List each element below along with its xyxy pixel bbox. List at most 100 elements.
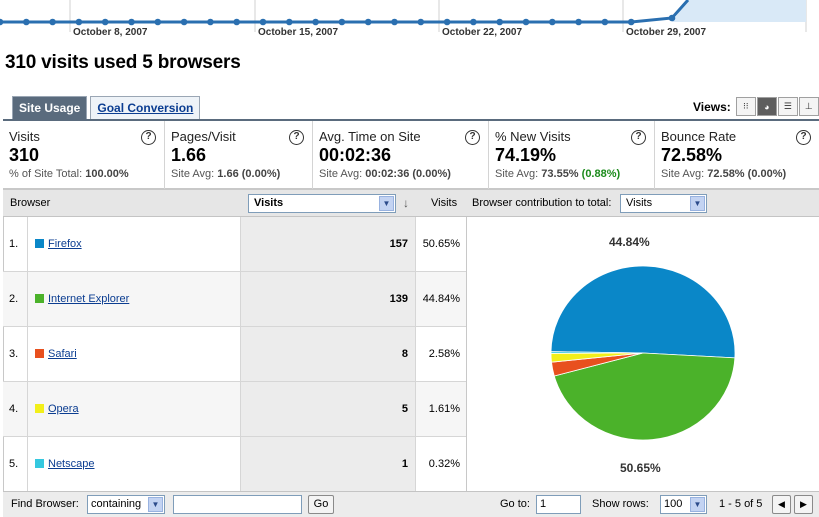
browser-link[interactable]: Firefox xyxy=(48,238,82,250)
go-button[interactable]: Go xyxy=(308,495,334,514)
metric-avg-time: Avg. Time on Site 00:02:36 Site Avg: 00:… xyxy=(313,121,489,189)
sparkline-point xyxy=(286,18,293,26)
sparkline-point xyxy=(470,18,477,26)
tab-goal-conversion[interactable]: Goal Conversion xyxy=(90,96,201,120)
row-browser: Safari xyxy=(28,327,241,381)
browser-link[interactable]: Internet Explorer xyxy=(48,293,130,305)
prev-page-icon[interactable]: ◀ xyxy=(772,495,791,514)
date-label-4: October 29, 2007 xyxy=(626,27,706,38)
contribution-label: Browser contribution to total: xyxy=(472,197,612,209)
table-view-icon[interactable]: ⁝⁝ xyxy=(735,97,756,116)
pie-slice-internet-explorer[interactable] xyxy=(553,352,736,441)
sparkline-point xyxy=(601,18,609,26)
browser-link[interactable]: Opera xyxy=(48,403,79,415)
metric-sub: Site Avg: 00:02:36 (0.00%) xyxy=(319,168,451,180)
row-visits: 8 xyxy=(241,327,416,381)
report-tabs: Site Usage Goal Conversion xyxy=(12,96,203,120)
table-row: 3. Safari 8 2.58% xyxy=(3,327,466,382)
sparkline-point xyxy=(101,18,109,26)
metric-title: % New Visits xyxy=(495,129,571,144)
legend-swatch xyxy=(35,349,44,358)
legend-swatch xyxy=(35,239,44,248)
metric-title: Bounce Rate xyxy=(661,129,737,144)
row-visits: 1 xyxy=(241,437,416,491)
browser-link[interactable]: Netscape xyxy=(48,458,95,470)
column-header-visits[interactable]: Visits xyxy=(431,197,458,209)
sparkline-point xyxy=(207,18,214,26)
metric-bounce-rate: Bounce Rate 72.58% Site Avg: 72.58% (0.0… xyxy=(655,121,819,189)
row-browser: Internet Explorer xyxy=(28,272,241,326)
metric-sub: Site Avg: 73.55% (0.88%) xyxy=(495,168,621,180)
find-input[interactable] xyxy=(173,495,302,514)
metric-pages-per-visit: Pages/Visit 1.66 Site Avg: 1.66 (0.00%) … xyxy=(165,121,313,189)
row-percent: 1.61% xyxy=(416,382,466,436)
sparkline-point xyxy=(259,18,267,26)
pie-svg xyxy=(550,265,736,441)
chevron-down-icon: ▼ xyxy=(690,497,705,512)
chevron-down-icon: ▼ xyxy=(379,196,394,211)
legend-swatch xyxy=(35,294,44,303)
page-title: 310 visits used 5 browsers xyxy=(5,52,241,73)
sort-descending-icon[interactable]: ↓ xyxy=(403,196,409,210)
metric-sub: Site Avg: 1.66 (0.00%) xyxy=(171,168,281,180)
date-label-2: October 15, 2007 xyxy=(258,27,338,38)
metric-sub: % of Site Total: 100.00% xyxy=(9,168,129,180)
bar-view-icon[interactable]: ☰ xyxy=(777,97,798,116)
tab-divider xyxy=(3,119,819,121)
sparkline-line xyxy=(0,0,690,24)
browser-link[interactable]: Safari xyxy=(48,348,77,360)
contribution-pie-chart: 44.84% 50.65% xyxy=(466,217,819,491)
find-mode-select[interactable]: containing ▼ xyxy=(87,495,165,514)
tab-site-usage[interactable]: Site Usage xyxy=(12,96,88,120)
show-rows-label: Show rows: xyxy=(592,498,649,510)
metric-select[interactable]: Visits ▼ xyxy=(248,194,396,213)
metric-value: 310 xyxy=(9,145,40,165)
help-icon[interactable]: ? xyxy=(289,130,304,145)
legend-swatch xyxy=(35,459,44,468)
help-icon[interactable]: ? xyxy=(631,130,646,145)
sparkline-point xyxy=(443,18,451,26)
views-label: Views: xyxy=(693,99,731,114)
show-rows-select[interactable]: 100 ▼ xyxy=(660,495,707,514)
row-percent: 50.65% xyxy=(422,238,460,250)
date-label-3: October 22, 2007 xyxy=(442,27,522,38)
sparkline-point xyxy=(627,18,635,26)
visits-sparkline: October 8, 2007 October 15, 2007 October… xyxy=(0,0,807,38)
next-page-icon[interactable]: ▶ xyxy=(794,495,813,514)
row-index: 5. xyxy=(3,437,28,491)
sparkline-point xyxy=(23,18,30,26)
metric-new-visits: % New Visits 74.19% Site Avg: 73.55% (0.… xyxy=(489,121,655,189)
row-visits: 139 xyxy=(241,272,416,326)
find-label: Find Browser: xyxy=(11,498,79,510)
sparkline-point xyxy=(522,18,530,26)
comparison-view-icon[interactable]: ⊥ xyxy=(798,97,819,116)
pie-view-icon[interactable]: ◕ xyxy=(756,97,777,116)
row-visits: 157 xyxy=(241,217,416,271)
sparkline-point xyxy=(575,18,582,26)
sparkline-point xyxy=(312,18,319,26)
date-label-1: October 8, 2007 xyxy=(73,27,148,38)
table-row: 5. Netscape 1 0.32% xyxy=(3,437,466,492)
contribution-select[interactable]: Visits ▼ xyxy=(620,194,707,213)
column-header-browser[interactable]: Browser xyxy=(10,197,51,209)
row-visits: 5 xyxy=(241,382,416,436)
metrics-summary: Visits 310 % of Site Total: 100.00% ? Pa… xyxy=(3,121,819,189)
sparkline-point xyxy=(0,18,4,26)
row-index: 2. xyxy=(3,272,28,326)
legend-swatch xyxy=(35,404,44,413)
pie-slice-netscape[interactable] xyxy=(550,351,644,354)
help-icon[interactable]: ? xyxy=(141,130,156,145)
metric-title: Visits xyxy=(9,129,40,144)
goto-input[interactable]: 1 xyxy=(536,495,581,514)
table-header: Browser Visits ▼ ↓ Visits Browser contrib… xyxy=(3,189,819,217)
row-percent: 2.58% xyxy=(428,348,460,360)
metric-title: Pages/Visit xyxy=(171,129,236,144)
help-icon[interactable]: ? xyxy=(796,130,811,145)
pie-label-top: 44.84% xyxy=(609,235,650,249)
row-index: 1. xyxy=(3,217,28,271)
pie-slice-firefox[interactable] xyxy=(550,265,736,359)
help-icon[interactable]: ? xyxy=(465,130,480,145)
sparkline-point xyxy=(391,18,398,26)
sparkline-point xyxy=(549,18,556,26)
metric-value: 00:02:36 xyxy=(319,145,392,165)
